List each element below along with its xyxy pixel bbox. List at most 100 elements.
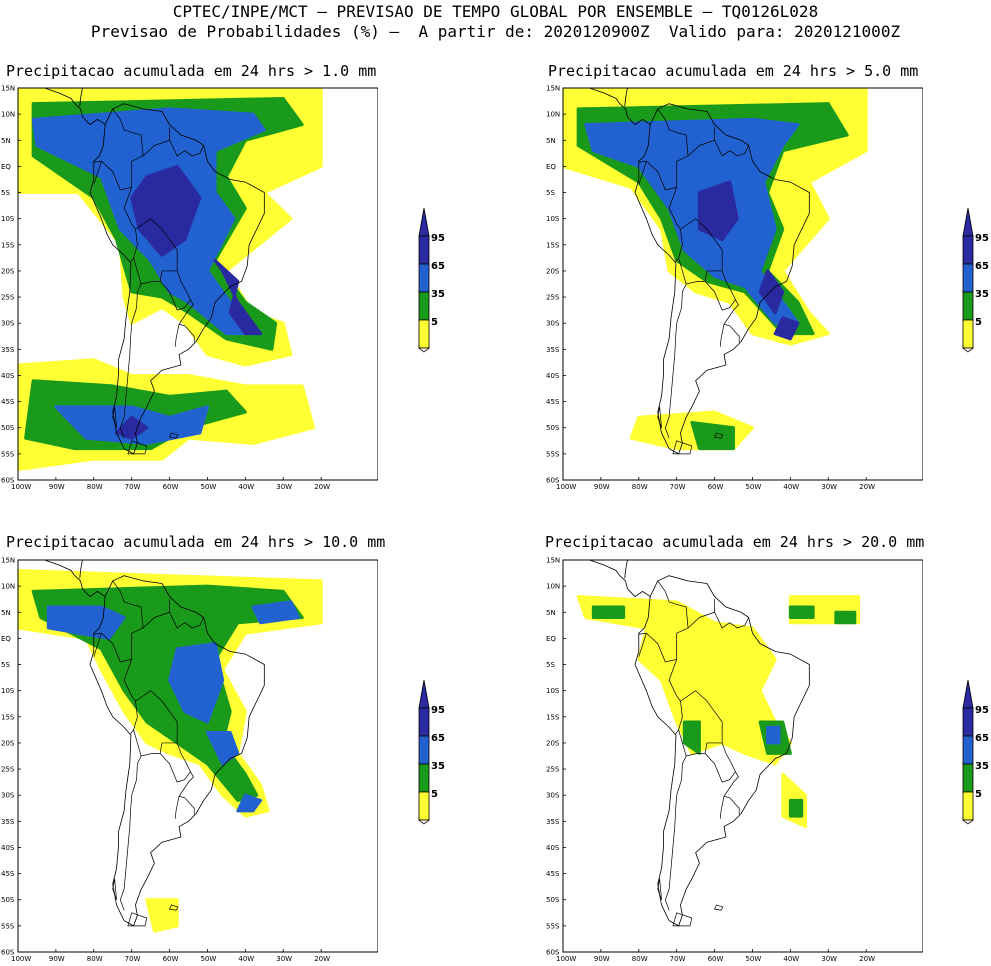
colorbar-segment [962, 735, 974, 765]
lat-label: 55S [546, 450, 560, 458]
lat-label: 35S [546, 818, 560, 826]
map-frame [562, 87, 923, 481]
probability-area [115, 415, 149, 440]
coastline [43, 88, 106, 126]
probability-area [213, 258, 263, 336]
country-border [638, 580, 689, 663]
colorbar-label: 95 [431, 705, 445, 716]
probability-area [251, 600, 300, 625]
panel-3-colorbar: 95 65 35 5 [417, 679, 448, 829]
coastline [89, 575, 265, 927]
lon-label: 70W [670, 483, 686, 491]
island [127, 440, 148, 455]
lon-label: 40W [238, 483, 254, 491]
lat-label: 30S [1, 320, 15, 328]
colorbar-segment [418, 763, 430, 793]
panel-1-colorbar: 95 65 35 5 [417, 207, 448, 357]
island [672, 912, 693, 927]
lat-label: 35S [546, 346, 560, 354]
colorbar-segment [962, 791, 974, 821]
lon-label: 60W [708, 483, 724, 491]
lon-label: 90W [49, 483, 65, 491]
lat-label: 50S [546, 896, 560, 904]
lat-label: 5N [546, 137, 556, 145]
island [112, 878, 117, 900]
lon-label: 50W [200, 955, 216, 963]
map-frame [562, 559, 923, 953]
country-border [704, 270, 736, 311]
colorbar-label: 95 [975, 705, 989, 716]
lon-label: 50W [745, 483, 761, 491]
map-frame [17, 559, 378, 953]
lon-label: 80W [632, 955, 648, 963]
lon-label: 40W [783, 955, 799, 963]
colorbar-segment [418, 263, 430, 293]
probability-area [591, 605, 626, 619]
country-border [133, 218, 178, 285]
colorbar-arrow-top [962, 207, 974, 237]
country-border [133, 690, 178, 757]
panel-4-map: 15N 10N 5N EQ 5S 10S 15S 20S 25S 30S 35S 40S 45S 50S 5… [545, 552, 923, 966]
lat-label: 35S [1, 346, 15, 354]
lat-label: 45S [1, 870, 15, 878]
lat-label: 5N [1, 609, 11, 617]
lat-label: 45S [546, 870, 560, 878]
lat-label: 40S [1, 372, 15, 380]
country-border [142, 127, 170, 157]
panel-2-map: 15N 10N 5N EQ 5S 10S 15S 20S 25S 30S 35S 40S 45S 50S 5… [545, 80, 923, 494]
lon-label: 70W [125, 483, 141, 491]
lat-label: 40S [1, 844, 15, 852]
lat-label: 20S [1, 739, 15, 747]
lat-label: EQ [1, 635, 11, 643]
lat-label: 30S [1, 792, 15, 800]
colorbar-segment [962, 235, 974, 265]
colorbar-label: 65 [975, 261, 989, 272]
map-canvas: 15N 10N 5N EQ 5S 10S 15S 20S 25S 30S 35S 40S 45S 50S 5… [1, 557, 378, 963]
map-frame [17, 87, 378, 481]
lat-label: 60S [546, 949, 560, 957]
colorbar-arrow-top [962, 679, 974, 709]
colorbar-label: 5 [431, 789, 438, 800]
lon-label: 80W [87, 955, 103, 963]
lat-label: 10N [546, 583, 560, 591]
country-border [664, 283, 687, 439]
probability-area [690, 421, 736, 451]
precipitation-field [563, 88, 923, 480]
lat-label: EQ [1, 163, 11, 171]
lat-label: 10S [546, 215, 560, 223]
country-border [93, 161, 102, 185]
lon-label: 20W [314, 955, 330, 963]
island [714, 432, 724, 439]
probability-area [758, 269, 785, 315]
lon-label: 60W [708, 955, 724, 963]
lon-label: 30W [821, 955, 837, 963]
lat-label: 5N [546, 609, 556, 617]
lon-label: 40W [238, 955, 254, 963]
lat-label: 15N [546, 85, 560, 93]
probability-area [834, 610, 857, 625]
island [657, 878, 662, 900]
country-border [142, 599, 170, 629]
island [112, 406, 117, 428]
lon-label: 30W [821, 483, 837, 491]
probability-area [788, 605, 815, 619]
lon-label: 30W [276, 955, 292, 963]
island [127, 912, 148, 927]
colorbar-label: 95 [975, 233, 989, 244]
lat-label: 45S [1, 398, 15, 406]
lon-label: 30W [276, 483, 292, 491]
lat-label: 60S [1, 477, 15, 485]
lat-label: 5S [1, 661, 10, 669]
panel-2-title: Precipitacao acumulada em 24 hrs > 5.0 m… [548, 62, 919, 80]
coastline [624, 88, 628, 107]
panel-4-colorbar: 95 65 35 5 [961, 679, 991, 829]
country-border [169, 140, 204, 157]
lat-label: 20S [546, 267, 560, 275]
probability-area [130, 164, 202, 257]
probability-area [766, 725, 781, 745]
lat-label: 40S [546, 844, 560, 852]
lon-label: 90W [594, 483, 610, 491]
country-border [638, 161, 647, 185]
colorbar-label: 5 [975, 789, 982, 800]
country-border [174, 324, 180, 347]
